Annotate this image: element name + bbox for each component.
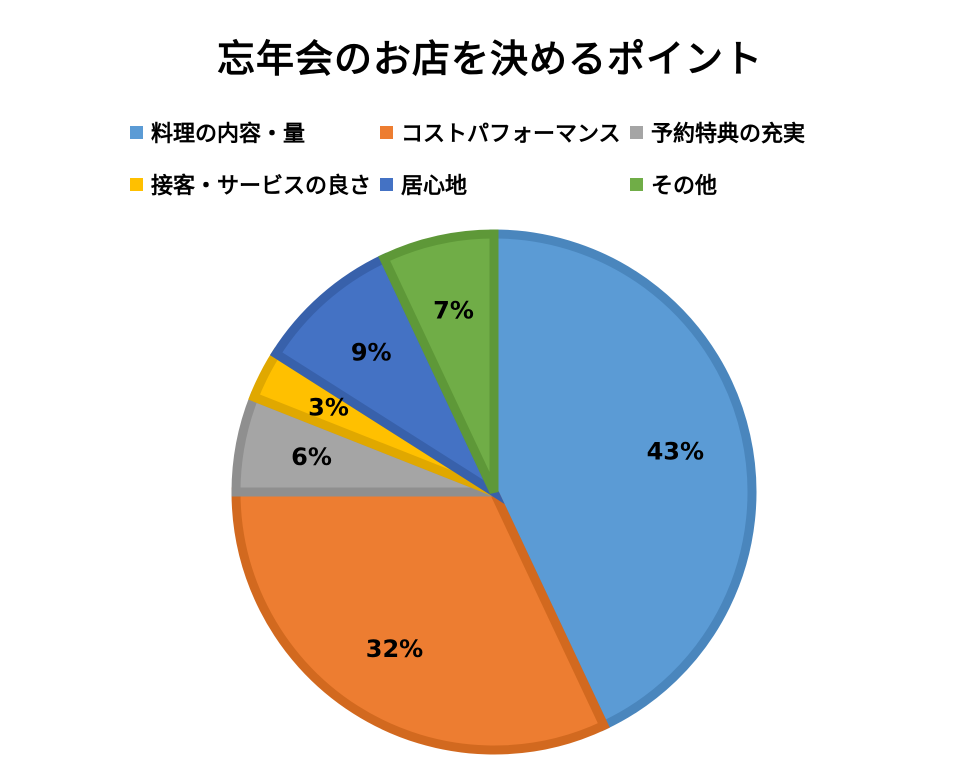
- legend-item-reservation-perks: 予約特典の充実: [630, 118, 890, 147]
- slice-label-other: 7%: [433, 297, 474, 325]
- slice-label-cost-performance: 32%: [366, 635, 423, 663]
- legend-label-cost-performance: コストパフォーマンス: [401, 122, 621, 147]
- legend-item-comfort: 居心地: [380, 170, 630, 199]
- legend-item-other: その他: [630, 170, 890, 199]
- legend-swatch-food: [130, 125, 143, 139]
- slice-label-comfort: 9%: [351, 339, 392, 367]
- slice-label-service: 3%: [308, 394, 349, 422]
- pie-slice-other: [378, 229, 499, 494]
- legend-label-comfort: 居心地: [401, 174, 468, 199]
- chart-title: 忘年会のお店を決めるポイント: [216, 37, 763, 81]
- legend-label-service: 接客・サービスの良さ: [151, 174, 372, 199]
- legend-swatch-comfort: [380, 177, 393, 191]
- chart-legend: 料理の内容・量 コストパフォーマンス 予約特典の充実 接客・サービスの良さ 居心…: [130, 118, 890, 199]
- pie-slice-cost-performance: [231, 487, 610, 755]
- legend-swatch-reservation-perks: [630, 125, 643, 139]
- legend-swatch-other: [630, 177, 643, 191]
- legend-label-other: その他: [651, 174, 718, 199]
- pie-slice-food: [489, 229, 757, 732]
- legend-label-food: 料理の内容・量: [151, 122, 306, 147]
- pie-slices: [231, 229, 757, 755]
- slice-label-reservation-perks: 6%: [291, 443, 332, 471]
- legend-item-food: 料理の内容・量: [130, 118, 380, 147]
- legend-label-reservation-perks: 予約特典の充実: [651, 122, 806, 147]
- legend-swatch-service: [130, 177, 143, 191]
- pie-slice-labels: 43% 32% 6% 3%9% 7%: [291, 297, 704, 663]
- slice-label-food: 43%: [647, 438, 704, 466]
- legend-item-service: 接客・サービスの良さ: [130, 170, 380, 199]
- legend-swatch-cost-performance: [380, 125, 393, 139]
- legend-item-cost-performance: コストパフォーマンス: [380, 118, 630, 147]
- pie-slice-comfort: [269, 252, 505, 505]
